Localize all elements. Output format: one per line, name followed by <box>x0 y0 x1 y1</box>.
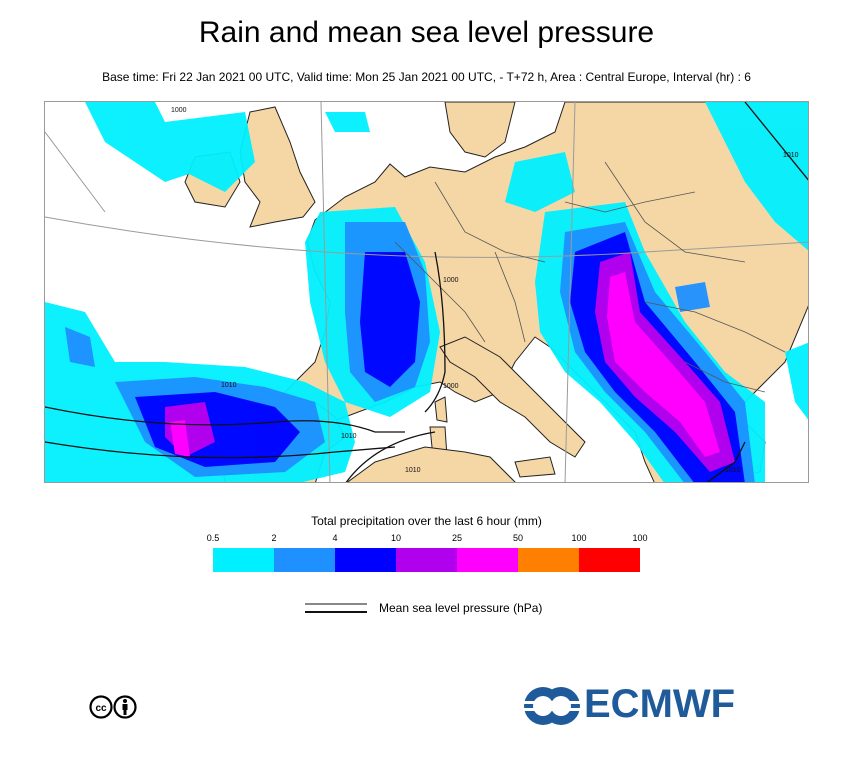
graticule <box>45 102 808 482</box>
legend-tick: 50 <box>512 533 524 543</box>
land-north-africa <box>346 446 516 482</box>
legend-color-band <box>335 548 396 572</box>
precipitation-map: 1000 1000 1000 1010 1010 1010 1010 1010 <box>44 101 809 483</box>
legend-tick: 100 <box>571 533 587 543</box>
isobar-label: 1010 <box>341 433 357 440</box>
svg-text:cc: cc <box>95 703 107 714</box>
legend-tick: 10 <box>390 533 402 543</box>
isobar-label: 1010 <box>221 382 237 389</box>
legend-color-band <box>457 548 518 572</box>
creative-commons-by-icon: cc <box>89 695 137 719</box>
ecmwf-logo: ECMWF <box>522 682 767 727</box>
isobar-label: 1000 <box>171 107 187 114</box>
legend-color-band <box>274 548 335 572</box>
land-corsica <box>434 396 448 423</box>
legend-color-band <box>579 548 640 572</box>
legend-tick: 0.5 <box>206 533 220 543</box>
legend-color-band <box>396 548 457 572</box>
isobar-label: 1000 <box>443 383 459 390</box>
pressure-legend-label: Mean sea level pressure (hPa) <box>379 601 543 615</box>
map-canvas: 1000 1000 1000 1010 1010 1010 1010 1010 <box>45 102 808 482</box>
precip-color-bar <box>213 548 640 572</box>
pressure-line-swatch <box>305 603 367 613</box>
isobar-labels: 1000 1000 1000 1010 1010 1010 1010 1010 <box>171 107 799 474</box>
land-italy <box>439 336 586 458</box>
land-great-britain <box>239 106 316 228</box>
land-sicily <box>514 456 556 478</box>
isobar-label: 1010 <box>783 152 799 159</box>
land-scandinavia <box>444 102 516 158</box>
ecmwf-emblem-icon <box>522 687 582 725</box>
isobar-label: 1000 <box>443 277 459 284</box>
precip-magenta <box>170 272 720 457</box>
country-borders <box>394 161 786 393</box>
legend-color-band <box>518 548 579 572</box>
legend-tick: 2 <box>271 533 277 543</box>
ecmwf-wordmark: ECMWF <box>584 682 736 726</box>
precip-legend-title: Total precipitation over the last 6 hour… <box>311 514 542 528</box>
isobar-label: 1010 <box>725 467 741 474</box>
chart-subtitle: Base time: Fri 22 Jan 2021 00 UTC, Valid… <box>102 70 751 84</box>
legend-color-band <box>213 548 274 572</box>
isobars <box>45 102 808 482</box>
chart-title: Rain and mean sea level pressure <box>198 16 655 49</box>
legend-tick: 100 <box>632 533 648 543</box>
legend-tick: 25 <box>451 533 463 543</box>
isobar-label: 1010 <box>405 467 421 474</box>
precip-legend-ticks: 0.5 2 4 10 25 50 100 100 <box>0 533 853 547</box>
legend-tick: 4 <box>332 533 338 543</box>
